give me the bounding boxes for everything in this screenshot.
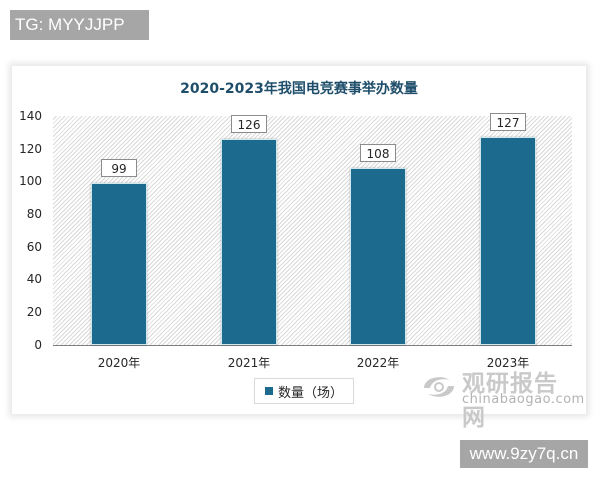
x-axis-line [53, 345, 572, 346]
x-tick: 2021年 [227, 356, 271, 370]
watermark-top: TG: MYYJJPP [10, 10, 149, 40]
source-logo: 观研报告网 chinabaogao.com [412, 364, 584, 431]
data-label: 127 [490, 113, 526, 132]
bar-2023 [480, 137, 536, 345]
x-tick: 2022年 [356, 356, 400, 370]
legend: 数量（场） [254, 378, 354, 404]
legend-swatch [264, 387, 273, 395]
y-tick: 0 [34, 338, 42, 352]
y-tick: 140 [19, 109, 42, 123]
legend-label: 数量（场） [277, 385, 343, 401]
data-label: 126 [231, 114, 267, 133]
logo-swirl-icon [424, 377, 454, 397]
y-tick: 80 [26, 207, 42, 221]
logo-name: 观研报告网 [462, 371, 558, 431]
bar-2021 [221, 138, 277, 345]
data-label: 99 [101, 159, 137, 178]
data-label: 108 [360, 144, 396, 163]
bar-2020 [91, 183, 147, 345]
y-tick: 40 [26, 272, 42, 286]
watermark-bottom: www.9zy7q.cn [460, 440, 588, 468]
y-tick: 100 [19, 174, 42, 188]
y-tick: 120 [19, 142, 42, 156]
bar-2022 [350, 168, 406, 345]
x-tick: 2020年 [97, 356, 141, 370]
chart-title: 2020-2023年我国电竞赛事举办数量 [180, 81, 418, 97]
y-tick: 20 [26, 305, 42, 319]
logo-domain: chinabaogao.com [462, 392, 585, 407]
chart-panel: 2020-2023年我国电竞赛事举办数量 140 120 100 80 60 4… [12, 66, 586, 431]
y-tick: 60 [26, 240, 42, 254]
x-tick: 2023年 [486, 356, 530, 370]
